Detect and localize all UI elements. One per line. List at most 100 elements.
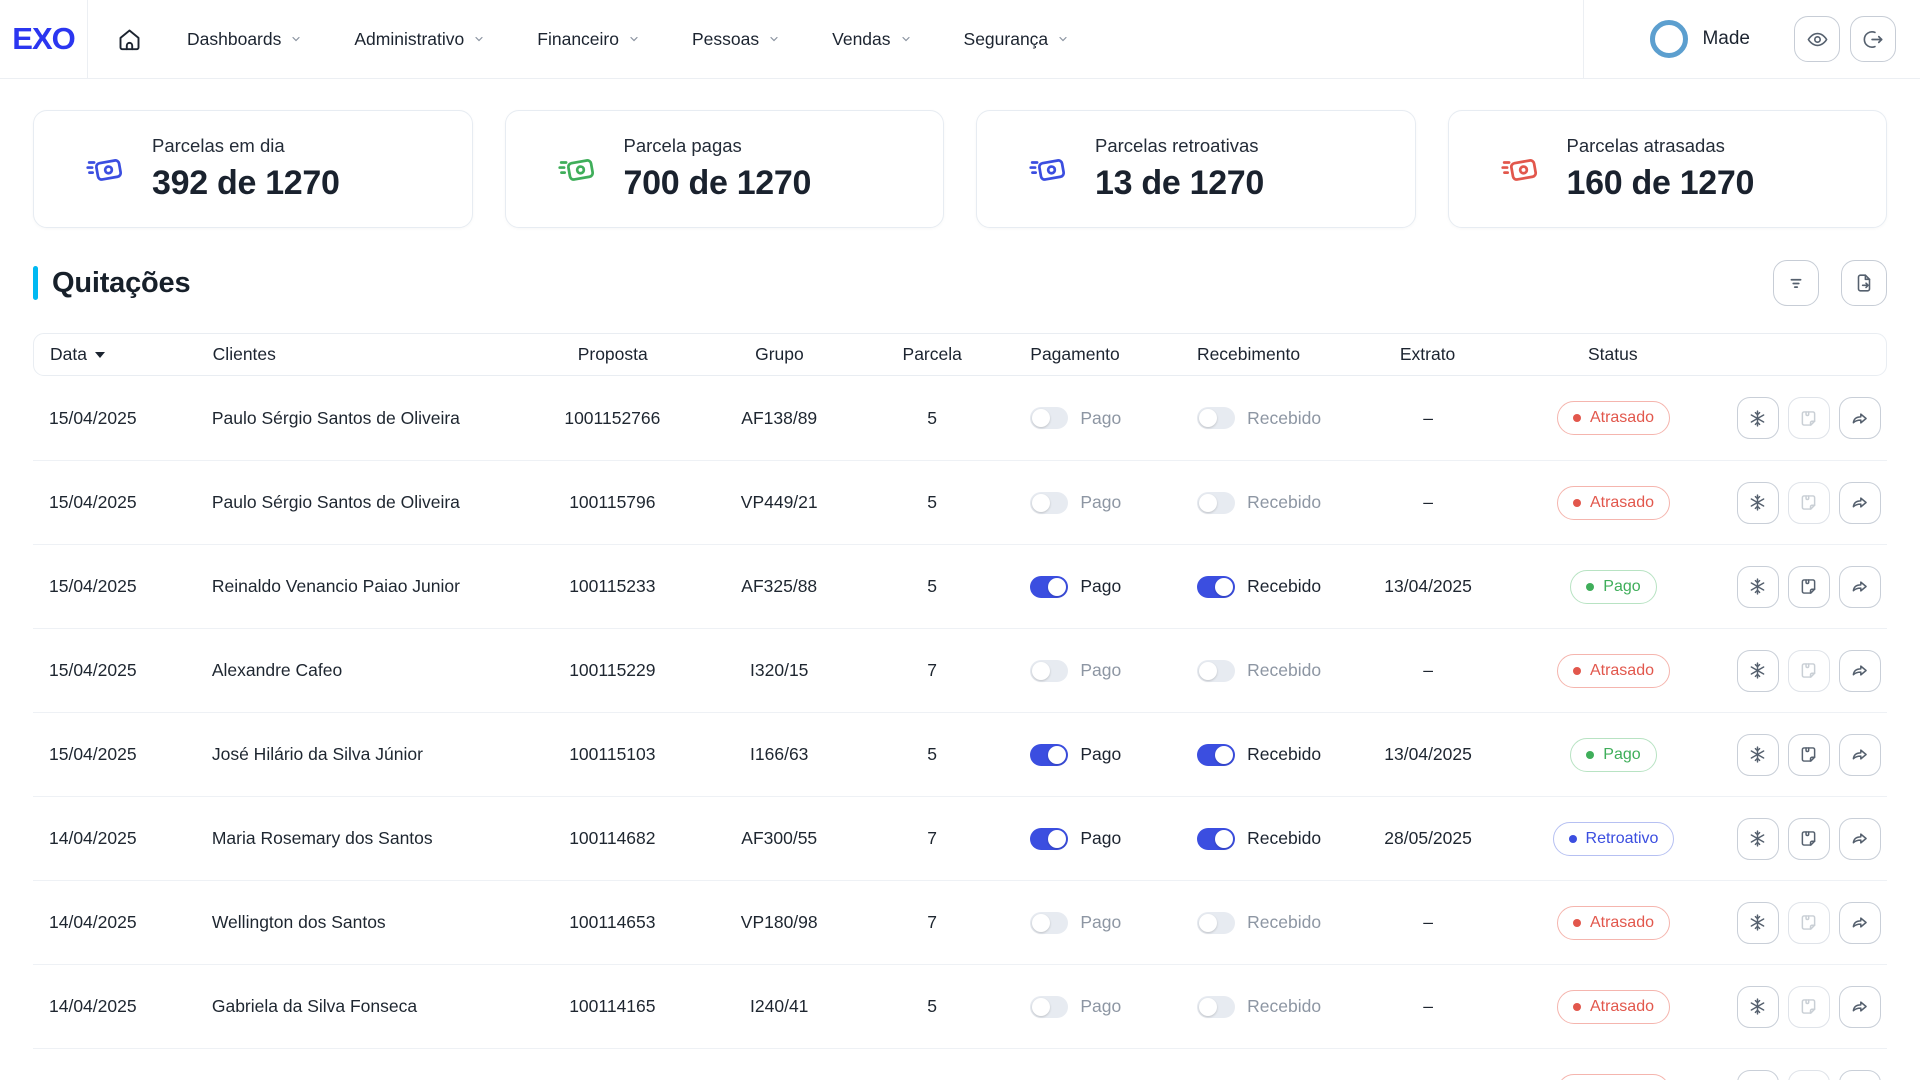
recebido-toggle[interactable]: [1197, 659, 1236, 682]
pago-toggle[interactable]: [1030, 911, 1069, 934]
accent-bar: [33, 266, 38, 300]
receipt-note-button[interactable]: [1787, 397, 1830, 439]
share-arrow-icon: [1849, 912, 1870, 933]
receipt-note-button[interactable]: [1787, 565, 1830, 608]
receipt-note-button[interactable]: [1787, 1069, 1830, 1080]
freeze-button[interactable]: [1736, 901, 1779, 944]
cell-extrato: –: [1423, 996, 1433, 1016]
freeze-button[interactable]: [1736, 1069, 1779, 1080]
share-button[interactable]: [1838, 985, 1881, 1028]
nav-item-vendas[interactable]: Vendas: [832, 29, 911, 50]
cell-proposta: 100115233: [569, 576, 656, 596]
card-label: Parcelas atrasadas: [1566, 135, 1725, 156]
status-dot-icon: [1586, 582, 1595, 591]
column-header-clientes: Clientes: [212, 344, 276, 364]
toggle-knob: [1048, 829, 1067, 848]
snowflake-icon: [1747, 576, 1768, 597]
cell-extrato: –: [1423, 660, 1433, 680]
card-value: 13 de 1270: [1095, 164, 1265, 202]
receipt-note-button[interactable]: [1787, 733, 1830, 776]
nav-item-financeiro[interactable]: Financeiro: [537, 29, 640, 50]
share-button[interactable]: [1838, 565, 1881, 608]
card-parcelas-retroativas: Parcelas retroativas 13 de 1270: [976, 110, 1416, 228]
receipt-note-button[interactable]: [1787, 901, 1830, 944]
nav-divider: [1583, 0, 1585, 78]
pago-label: Pago: [1080, 492, 1122, 512]
chevron-down-icon: [1057, 33, 1069, 45]
freeze-button[interactable]: [1736, 817, 1779, 860]
recebido-toggle[interactable]: [1197, 911, 1236, 934]
cell-actions: [1720, 985, 1887, 1028]
table-row: 14/04/2025 Wellington dos Santos 1001146…: [33, 880, 1887, 964]
card-value: 700 de 1270: [623, 164, 812, 202]
cell-actions: [1720, 733, 1887, 776]
cell-cliente: Paulo Sérgio Santos de Oliveira: [211, 492, 460, 512]
pago-toggle[interactable]: [1030, 743, 1069, 766]
recebido-toggle[interactable]: [1197, 491, 1236, 514]
freeze-button[interactable]: [1736, 649, 1779, 692]
pago-toggle[interactable]: [1030, 659, 1069, 682]
freeze-button[interactable]: [1736, 481, 1779, 524]
share-button[interactable]: [1838, 649, 1881, 692]
nav-item-label: Pessoas: [692, 28, 760, 49]
cell-data: 14/04/2025: [49, 996, 137, 1016]
cell-status: Atrasado: [1507, 989, 1720, 1024]
recebido-label: Recebido: [1247, 492, 1322, 512]
pago-toggle[interactable]: [1030, 575, 1069, 598]
nav-item-seguranca[interactable]: Segurança: [964, 29, 1070, 50]
freeze-button[interactable]: [1736, 565, 1779, 608]
chevron-down-icon: [768, 33, 780, 45]
share-button[interactable]: [1838, 733, 1881, 776]
receipt-note-button[interactable]: [1787, 649, 1830, 692]
share-button[interactable]: [1838, 481, 1881, 524]
filter-button[interactable]: [1773, 260, 1819, 306]
nav-item-pessoas[interactable]: Pessoas: [692, 29, 780, 50]
table-row: 15/04/2025 Reinaldo Venancio Paiao Junio…: [33, 544, 1887, 628]
pago-toggle[interactable]: [1030, 407, 1069, 429]
recebido-toggle[interactable]: [1197, 575, 1236, 598]
export-button[interactable]: [1841, 260, 1887, 306]
cell-proposta: 100114682: [569, 828, 656, 848]
nav-item-dashboards[interactable]: Dashboards: [187, 29, 302, 50]
receipt-note-button[interactable]: [1787, 985, 1830, 1028]
card-label: Parcela pagas: [623, 135, 742, 156]
recebido-toggle[interactable]: [1197, 827, 1236, 850]
receipt-note-button[interactable]: [1787, 481, 1830, 524]
section-actions: [1773, 260, 1887, 306]
recebido-toggle[interactable]: [1197, 995, 1236, 1018]
logout-button[interactable]: [1850, 16, 1896, 62]
recebido-toggle[interactable]: [1197, 743, 1236, 766]
share-button[interactable]: [1838, 1069, 1881, 1080]
page-title: Quitações: [52, 266, 191, 299]
cell-status: Atrasado: [1507, 1073, 1720, 1080]
freeze-button[interactable]: [1736, 397, 1779, 439]
status-badge: Atrasado: [1556, 485, 1670, 520]
pago-toggle[interactable]: [1030, 995, 1069, 1018]
cell-actions: [1720, 397, 1887, 439]
avatar[interactable]: [1650, 20, 1689, 58]
snowflake-icon: [1747, 408, 1768, 429]
recebido-label: Recebido: [1247, 660, 1322, 680]
share-button[interactable]: [1838, 817, 1881, 860]
pago-toggle[interactable]: [1030, 827, 1069, 850]
nav-item-administrativo[interactable]: Administrativo: [354, 29, 485, 50]
freeze-button[interactable]: [1736, 733, 1779, 776]
share-button[interactable]: [1838, 901, 1881, 944]
recebido-toggle[interactable]: [1197, 407, 1236, 429]
column-header-extrato: Extrato: [1399, 344, 1456, 364]
share-button[interactable]: [1838, 397, 1881, 439]
freeze-button[interactable]: [1736, 985, 1779, 1028]
column-header-data[interactable]: Data: [34, 344, 201, 365]
cell-pagamento: Pago: [1006, 743, 1173, 766]
receipt-note-button[interactable]: [1787, 817, 1830, 860]
pago-toggle[interactable]: [1030, 491, 1069, 514]
cell-data: 15/04/2025: [49, 660, 137, 680]
status-badge: Atrasado: [1556, 989, 1670, 1024]
page-content: Parcelas em dia 392 de 1270 Parcela paga…: [0, 110, 1920, 1080]
status-badge: Atrasado: [1556, 401, 1670, 435]
pago-label: Pago: [1080, 996, 1122, 1016]
table-row: Atrasado: [33, 1048, 1887, 1080]
home-button[interactable]: [116, 26, 143, 53]
visibility-button[interactable]: [1794, 16, 1840, 62]
cell-parcela: 5: [927, 576, 938, 596]
